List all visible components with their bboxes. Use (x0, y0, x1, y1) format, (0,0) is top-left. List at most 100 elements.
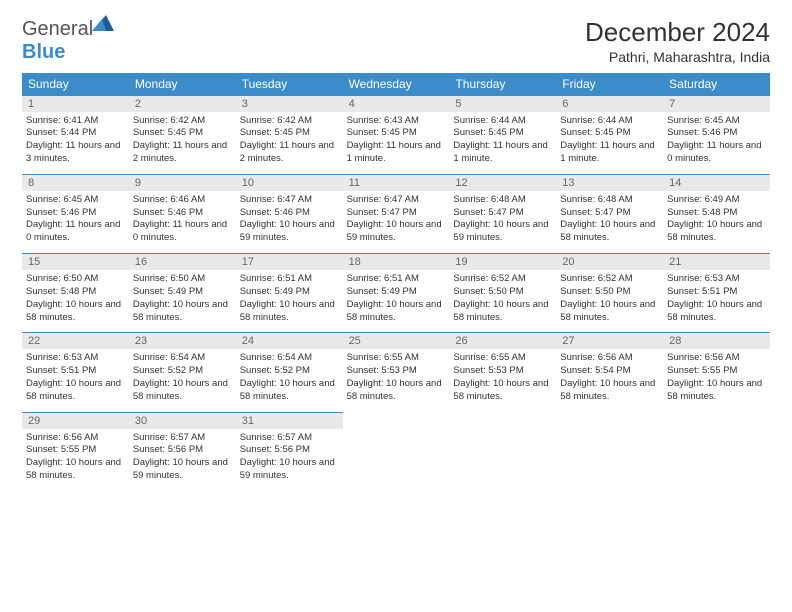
day-number: 15 (22, 254, 129, 270)
day-number: 21 (663, 254, 770, 270)
day-number: 8 (22, 175, 129, 191)
day-cell: 6Sunrise: 6:44 AMSunset: 5:45 PMDaylight… (556, 95, 663, 174)
day-cell: 2Sunrise: 6:42 AMSunset: 5:45 PMDaylight… (129, 95, 236, 174)
day-number: 26 (449, 333, 556, 349)
logo-word-gray: General (22, 18, 93, 40)
day-number: 25 (343, 333, 450, 349)
day-number: 24 (236, 333, 343, 349)
logo-triangle-icon (92, 14, 114, 30)
day-info: Sunrise: 6:51 AMSunset: 5:49 PMDaylight:… (343, 270, 450, 332)
day-info: Sunrise: 6:55 AMSunset: 5:53 PMDaylight:… (449, 349, 556, 411)
day-cell: 21Sunrise: 6:53 AMSunset: 5:51 PMDayligh… (663, 253, 770, 332)
day-number: 16 (129, 254, 236, 270)
day-info: Sunrise: 6:57 AMSunset: 5:56 PMDaylight:… (129, 429, 236, 491)
day-info: Sunrise: 6:51 AMSunset: 5:49 PMDaylight:… (236, 270, 343, 332)
day-cell: 26Sunrise: 6:55 AMSunset: 5:53 PMDayligh… (449, 332, 556, 411)
day-number: 5 (449, 96, 556, 112)
day-cell: 22Sunrise: 6:53 AMSunset: 5:51 PMDayligh… (22, 332, 129, 411)
day-number: 18 (343, 254, 450, 270)
page-header: GeneralBlue December 2024 Pathri, Mahara… (22, 18, 770, 65)
day-number: 31 (236, 413, 343, 429)
day-info: Sunrise: 6:47 AMSunset: 5:46 PMDaylight:… (236, 191, 343, 253)
day-number: 13 (556, 175, 663, 191)
day-number: 19 (449, 254, 556, 270)
day-number: 12 (449, 175, 556, 191)
day-header: Wednesday (343, 73, 450, 95)
day-cell: 8Sunrise: 6:45 AMSunset: 5:46 PMDaylight… (22, 174, 129, 253)
day-header: Tuesday (236, 73, 343, 95)
day-number: 23 (129, 333, 236, 349)
logo-word-blue: Blue (22, 41, 65, 63)
day-cell: 27Sunrise: 6:56 AMSunset: 5:54 PMDayligh… (556, 332, 663, 411)
location-label: Pathri, Maharashtra, India (585, 49, 770, 65)
day-cell: 31Sunrise: 6:57 AMSunset: 5:56 PMDayligh… (236, 412, 343, 491)
calendar-grid: SundayMondayTuesdayWednesdayThursdayFrid… (22, 73, 770, 491)
day-number: 2 (129, 96, 236, 112)
day-info: Sunrise: 6:49 AMSunset: 5:48 PMDaylight:… (663, 191, 770, 253)
month-title: December 2024 (585, 18, 770, 47)
day-info: Sunrise: 6:52 AMSunset: 5:50 PMDaylight:… (449, 270, 556, 332)
day-info: Sunrise: 6:42 AMSunset: 5:45 PMDaylight:… (129, 112, 236, 174)
day-cell: 12Sunrise: 6:48 AMSunset: 5:47 PMDayligh… (449, 174, 556, 253)
day-cell: 14Sunrise: 6:49 AMSunset: 5:48 PMDayligh… (663, 174, 770, 253)
day-number: 17 (236, 254, 343, 270)
day-number: 4 (343, 96, 450, 112)
day-cell: 19Sunrise: 6:52 AMSunset: 5:50 PMDayligh… (449, 253, 556, 332)
day-number: 11 (343, 175, 450, 191)
day-header: Saturday (663, 73, 770, 95)
day-cell: 20Sunrise: 6:52 AMSunset: 5:50 PMDayligh… (556, 253, 663, 332)
day-header: Friday (556, 73, 663, 95)
day-header: Monday (129, 73, 236, 95)
day-number: 22 (22, 333, 129, 349)
day-cell: 4Sunrise: 6:43 AMSunset: 5:45 PMDaylight… (343, 95, 450, 174)
day-info: Sunrise: 6:50 AMSunset: 5:48 PMDaylight:… (22, 270, 129, 332)
day-info: Sunrise: 6:48 AMSunset: 5:47 PMDaylight:… (449, 191, 556, 253)
day-cell: 15Sunrise: 6:50 AMSunset: 5:48 PMDayligh… (22, 253, 129, 332)
day-cell: 25Sunrise: 6:55 AMSunset: 5:53 PMDayligh… (343, 332, 450, 411)
day-cell: 3Sunrise: 6:42 AMSunset: 5:45 PMDaylight… (236, 95, 343, 174)
day-number: 27 (556, 333, 663, 349)
day-info: Sunrise: 6:56 AMSunset: 5:55 PMDaylight:… (22, 429, 129, 491)
day-info: Sunrise: 6:41 AMSunset: 5:44 PMDaylight:… (22, 112, 129, 174)
day-number: 1 (22, 96, 129, 112)
day-info: Sunrise: 6:57 AMSunset: 5:56 PMDaylight:… (236, 429, 343, 491)
day-number: 9 (129, 175, 236, 191)
day-cell: 28Sunrise: 6:56 AMSunset: 5:55 PMDayligh… (663, 332, 770, 411)
logo: GeneralBlue (22, 18, 115, 64)
day-cell: 9Sunrise: 6:46 AMSunset: 5:46 PMDaylight… (129, 174, 236, 253)
day-info: Sunrise: 6:42 AMSunset: 5:45 PMDaylight:… (236, 112, 343, 174)
title-block: December 2024 Pathri, Maharashtra, India (585, 18, 770, 65)
day-info: Sunrise: 6:54 AMSunset: 5:52 PMDaylight:… (129, 349, 236, 411)
day-number: 14 (663, 175, 770, 191)
day-info: Sunrise: 6:43 AMSunset: 5:45 PMDaylight:… (343, 112, 450, 174)
day-cell: 10Sunrise: 6:47 AMSunset: 5:46 PMDayligh… (236, 174, 343, 253)
logo-text: GeneralBlue (22, 18, 115, 64)
day-info: Sunrise: 6:47 AMSunset: 5:47 PMDaylight:… (343, 191, 450, 253)
day-info: Sunrise: 6:45 AMSunset: 5:46 PMDaylight:… (22, 191, 129, 253)
day-info: Sunrise: 6:44 AMSunset: 5:45 PMDaylight:… (449, 112, 556, 174)
day-cell: 5Sunrise: 6:44 AMSunset: 5:45 PMDaylight… (449, 95, 556, 174)
day-cell: 16Sunrise: 6:50 AMSunset: 5:49 PMDayligh… (129, 253, 236, 332)
day-number: 10 (236, 175, 343, 191)
day-number: 7 (663, 96, 770, 112)
day-cell: 17Sunrise: 6:51 AMSunset: 5:49 PMDayligh… (236, 253, 343, 332)
day-info: Sunrise: 6:55 AMSunset: 5:53 PMDaylight:… (343, 349, 450, 411)
empty-cell (343, 412, 450, 491)
day-cell: 23Sunrise: 6:54 AMSunset: 5:52 PMDayligh… (129, 332, 236, 411)
day-cell: 13Sunrise: 6:48 AMSunset: 5:47 PMDayligh… (556, 174, 663, 253)
empty-cell (556, 412, 663, 491)
day-cell: 11Sunrise: 6:47 AMSunset: 5:47 PMDayligh… (343, 174, 450, 253)
day-cell: 24Sunrise: 6:54 AMSunset: 5:52 PMDayligh… (236, 332, 343, 411)
day-info: Sunrise: 6:52 AMSunset: 5:50 PMDaylight:… (556, 270, 663, 332)
day-info: Sunrise: 6:53 AMSunset: 5:51 PMDaylight:… (663, 270, 770, 332)
day-cell: 30Sunrise: 6:57 AMSunset: 5:56 PMDayligh… (129, 412, 236, 491)
day-number: 3 (236, 96, 343, 112)
day-cell: 7Sunrise: 6:45 AMSunset: 5:46 PMDaylight… (663, 95, 770, 174)
day-info: Sunrise: 6:53 AMSunset: 5:51 PMDaylight:… (22, 349, 129, 411)
empty-cell (663, 412, 770, 491)
day-cell: 18Sunrise: 6:51 AMSunset: 5:49 PMDayligh… (343, 253, 450, 332)
day-number: 30 (129, 413, 236, 429)
day-info: Sunrise: 6:45 AMSunset: 5:46 PMDaylight:… (663, 112, 770, 174)
day-header: Sunday (22, 73, 129, 95)
day-number: 29 (22, 413, 129, 429)
